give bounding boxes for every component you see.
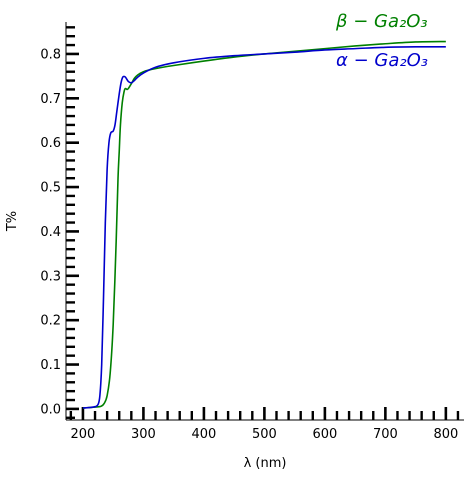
legend-entry-alpha: α − Ga₂O₃ bbox=[336, 50, 428, 71]
x-tick-label: 300 bbox=[131, 427, 156, 442]
legend: β − Ga₂O₃ α − Ga₂O₃ bbox=[335, 11, 428, 71]
y-axis-label: T% bbox=[5, 211, 20, 232]
x-axis-ticks: 200 300 400 500 600 700 800 bbox=[69, 407, 460, 442]
y-tick-label: 0.3 bbox=[40, 269, 61, 284]
y-axis-ticks: 0.0 0.1 0.2 0.3 0.4 0.5 0.6 0.7 0.8 bbox=[40, 26, 79, 419]
series-beta-line bbox=[82, 40, 446, 409]
y-tick-label: 0.5 bbox=[40, 181, 61, 196]
y-tick-label: 0.7 bbox=[40, 92, 61, 107]
series-layer bbox=[82, 40, 446, 409]
y-tick-label: 0.8 bbox=[40, 47, 61, 62]
x-tick-label: 800 bbox=[433, 427, 458, 442]
y-tick-label: 0.0 bbox=[40, 402, 61, 417]
x-axis-label: λ (nm) bbox=[244, 456, 287, 471]
y-tick-label: 0.6 bbox=[40, 136, 61, 151]
x-tick-label: 600 bbox=[312, 427, 337, 442]
series-alpha-line bbox=[82, 46, 446, 409]
y-tick-label: 0.2 bbox=[40, 314, 61, 329]
y-tick-label: 0.4 bbox=[40, 225, 61, 240]
y-tick-label: 0.1 bbox=[40, 358, 61, 373]
legend-entry-beta: β − Ga₂O₃ bbox=[335, 11, 428, 32]
x-tick-label: 200 bbox=[71, 427, 96, 442]
x-tick-label: 400 bbox=[191, 427, 216, 442]
x-tick-label: 500 bbox=[252, 427, 277, 442]
x-tick-label: 700 bbox=[373, 427, 398, 442]
